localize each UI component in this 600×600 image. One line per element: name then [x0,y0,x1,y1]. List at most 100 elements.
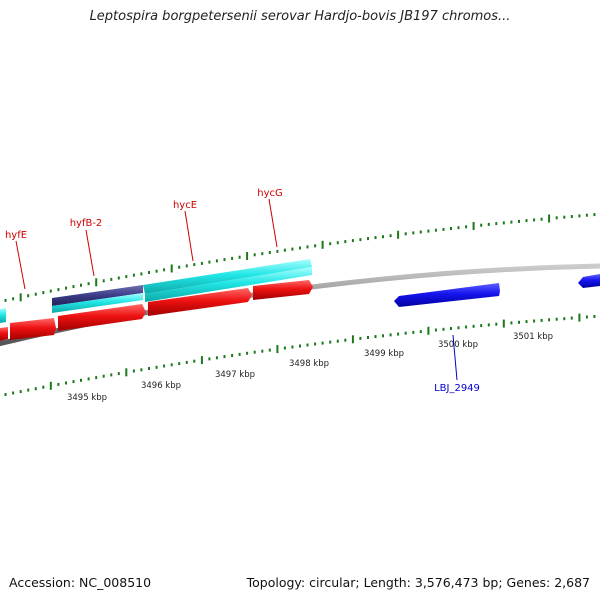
minor-tick [548,318,551,322]
minor-tick [518,320,520,324]
gene-label-hyfE[interactable]: hyfE [5,230,27,241]
minor-tick [42,385,45,389]
gene-reverse-hyfE[interactable] [0,327,8,341]
gene-forward-4[interactable] [145,267,312,302]
minor-tick [155,365,158,369]
minor-tick [200,261,203,265]
gene-forward-2[interactable] [52,293,143,313]
minor-tick [80,378,82,382]
ruler-label: 3501 kbp [513,332,553,342]
minor-tick [283,346,286,350]
minor-tick [419,230,422,234]
gene-label-LBJ_2949[interactable]: LBJ_2949 [434,383,480,394]
minor-tick [102,374,105,378]
minor-tick [344,338,347,342]
minor-tick [268,348,271,352]
minor-tick [442,327,445,331]
minor-tick [291,247,294,251]
minor-tick [27,294,30,298]
gene-forward-1[interactable] [0,308,6,323]
minor-tick [140,368,143,372]
minor-tick [178,265,181,269]
minor-tick [95,376,98,380]
gene-reverse-2[interactable] [58,304,146,331]
minor-tick [34,387,37,391]
gene-LBJ_2949[interactable] [394,283,500,307]
major-tick [351,335,354,344]
minor-tick [193,359,196,363]
minor-tick [533,218,536,222]
ruler-label: 3499 kbp [364,349,404,359]
minor-tick [495,322,498,326]
minor-tick [434,328,437,332]
minor-tick [389,234,392,238]
connector-hyfB-2 [85,229,95,277]
gene-label-hyfB-2[interactable]: hyfB-2 [70,218,103,229]
minor-tick [578,214,581,218]
ruler-label: 3498 kbp [289,359,329,369]
major-tick [19,293,22,302]
minor-tick [246,351,249,355]
minor-tick [65,286,67,290]
reverse-gene-track [0,280,313,341]
minor-tick [110,277,113,281]
minor-tick [238,352,241,356]
minor-tick [276,249,279,253]
minor-tick [329,242,332,246]
major-tick [548,214,551,223]
ruler-label: 3496 kbp [141,381,181,391]
minor-tick [110,373,113,377]
minor-tick [427,229,430,233]
minor-tick [480,324,483,328]
minor-tick [389,333,392,337]
minor-tick [57,288,60,292]
minor-tick [49,289,52,293]
minor-tick [185,264,188,268]
minor-tick [117,372,120,376]
gene-label-lines [15,198,458,381]
minor-tick [472,324,475,328]
minor-tick [231,256,234,260]
major-tick [49,381,52,390]
minor-tick [321,341,324,345]
major-tick [578,313,581,322]
gene-other-edge[interactable] [578,274,600,288]
minor-tick [4,298,7,302]
minor-tick [291,345,294,349]
minor-tick [367,237,369,241]
minor-tick [555,216,558,220]
minor-tick [314,244,317,248]
minor-tick [223,355,226,359]
minor-tick [404,331,407,335]
gene-forward-3[interactable] [143,259,312,294]
gene-forward-hyfB-2[interactable] [52,285,143,306]
minor-tick [306,343,309,347]
minor-tick [412,330,415,334]
minor-tick [132,369,135,373]
minor-tick [382,334,384,338]
minor-tick [570,215,573,218]
gene-reverse-1[interactable] [10,318,56,340]
gene-reverse-hycG[interactable] [253,280,313,300]
forward-gene-track [0,259,312,323]
minor-tick [374,236,377,240]
minor-tick [72,285,75,289]
minor-tick [223,258,226,262]
connector-LBJ_2949 [452,334,458,381]
minor-tick [336,241,339,245]
gene-label-hycE[interactable]: hycE [173,200,197,211]
minor-tick [170,363,173,367]
minor-tick [374,335,377,339]
minor-tick [185,360,188,364]
minor-tick [80,283,82,287]
minor-tick [140,272,143,276]
gene-reverse-hycE[interactable] [148,288,252,316]
minor-tick [367,336,369,339]
minor-tick [208,260,211,264]
minor-tick [487,222,490,226]
minor-tick [231,354,234,357]
other-gene-track [394,274,600,307]
minor-tick [261,349,264,353]
gene-label-hycG[interactable]: hycG [257,188,283,199]
